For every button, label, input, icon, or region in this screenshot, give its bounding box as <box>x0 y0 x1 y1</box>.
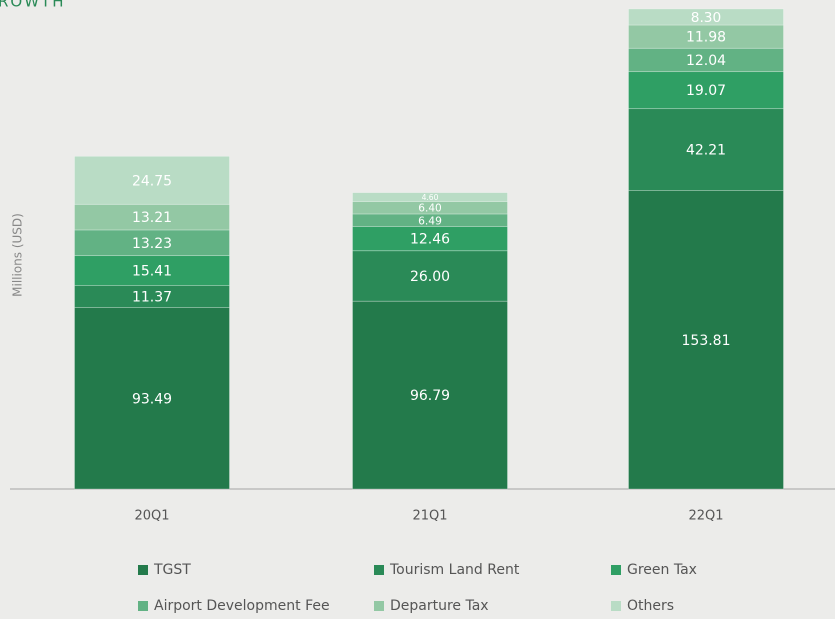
bar-segment <box>628 190 784 490</box>
data-label: 153.81 <box>682 333 731 349</box>
data-label: 42.21 <box>686 143 726 159</box>
y-axis-label: Millions (USD) <box>11 213 25 297</box>
data-label: 26.00 <box>410 269 450 285</box>
data-label: 6.40 <box>418 203 442 215</box>
data-label: 24.75 <box>132 173 172 189</box>
bar-segment <box>628 8 784 26</box>
data-label: 4.60 <box>422 193 439 202</box>
bar-segment <box>74 255 230 286</box>
legend-label: Green Tax <box>627 562 697 578</box>
legend-label: Departure Tax <box>390 598 489 614</box>
legend-swatch <box>374 601 384 611</box>
data-label: 12.46 <box>410 232 450 248</box>
data-label: 8.30 <box>691 10 721 26</box>
x-tick-label: 21Q1 <box>412 509 447 524</box>
data-label: 6.49 <box>418 214 442 227</box>
bar-segment <box>74 155 230 205</box>
legend-swatch <box>138 601 148 611</box>
data-label: 13.23 <box>132 236 172 252</box>
legend-label: Tourism Land Rent <box>389 562 520 578</box>
bar-segment <box>352 250 508 302</box>
data-label: 19.07 <box>686 83 726 99</box>
bar-segment <box>352 300 508 490</box>
bar-segment <box>352 226 508 252</box>
bar-segment <box>74 203 230 231</box>
data-label: 11.98 <box>686 30 726 46</box>
bar-segment <box>74 307 230 490</box>
legend-label: TGST <box>153 562 191 578</box>
legend-label: Others <box>627 598 674 614</box>
data-label: 12.04 <box>686 53 726 69</box>
bar-segment <box>628 108 784 191</box>
data-label: 93.49 <box>132 391 172 407</box>
legend-swatch <box>611 601 621 611</box>
x-tick-label: 20Q1 <box>134 509 169 524</box>
chart-title: ROWTH <box>0 0 66 11</box>
data-label: 96.79 <box>410 388 450 404</box>
legend-swatch <box>138 565 148 575</box>
data-label: 11.37 <box>132 290 172 306</box>
data-label: 15.41 <box>132 264 172 280</box>
bar-segment <box>628 71 784 110</box>
legend-swatch <box>374 565 384 575</box>
bar-segment <box>74 229 230 257</box>
x-tick-label: 22Q1 <box>688 509 723 524</box>
legend-label: Airport Development Fee <box>154 598 330 614</box>
bar-segment <box>352 192 508 202</box>
data-label: 13.21 <box>132 210 172 226</box>
legend-swatch <box>611 565 621 575</box>
